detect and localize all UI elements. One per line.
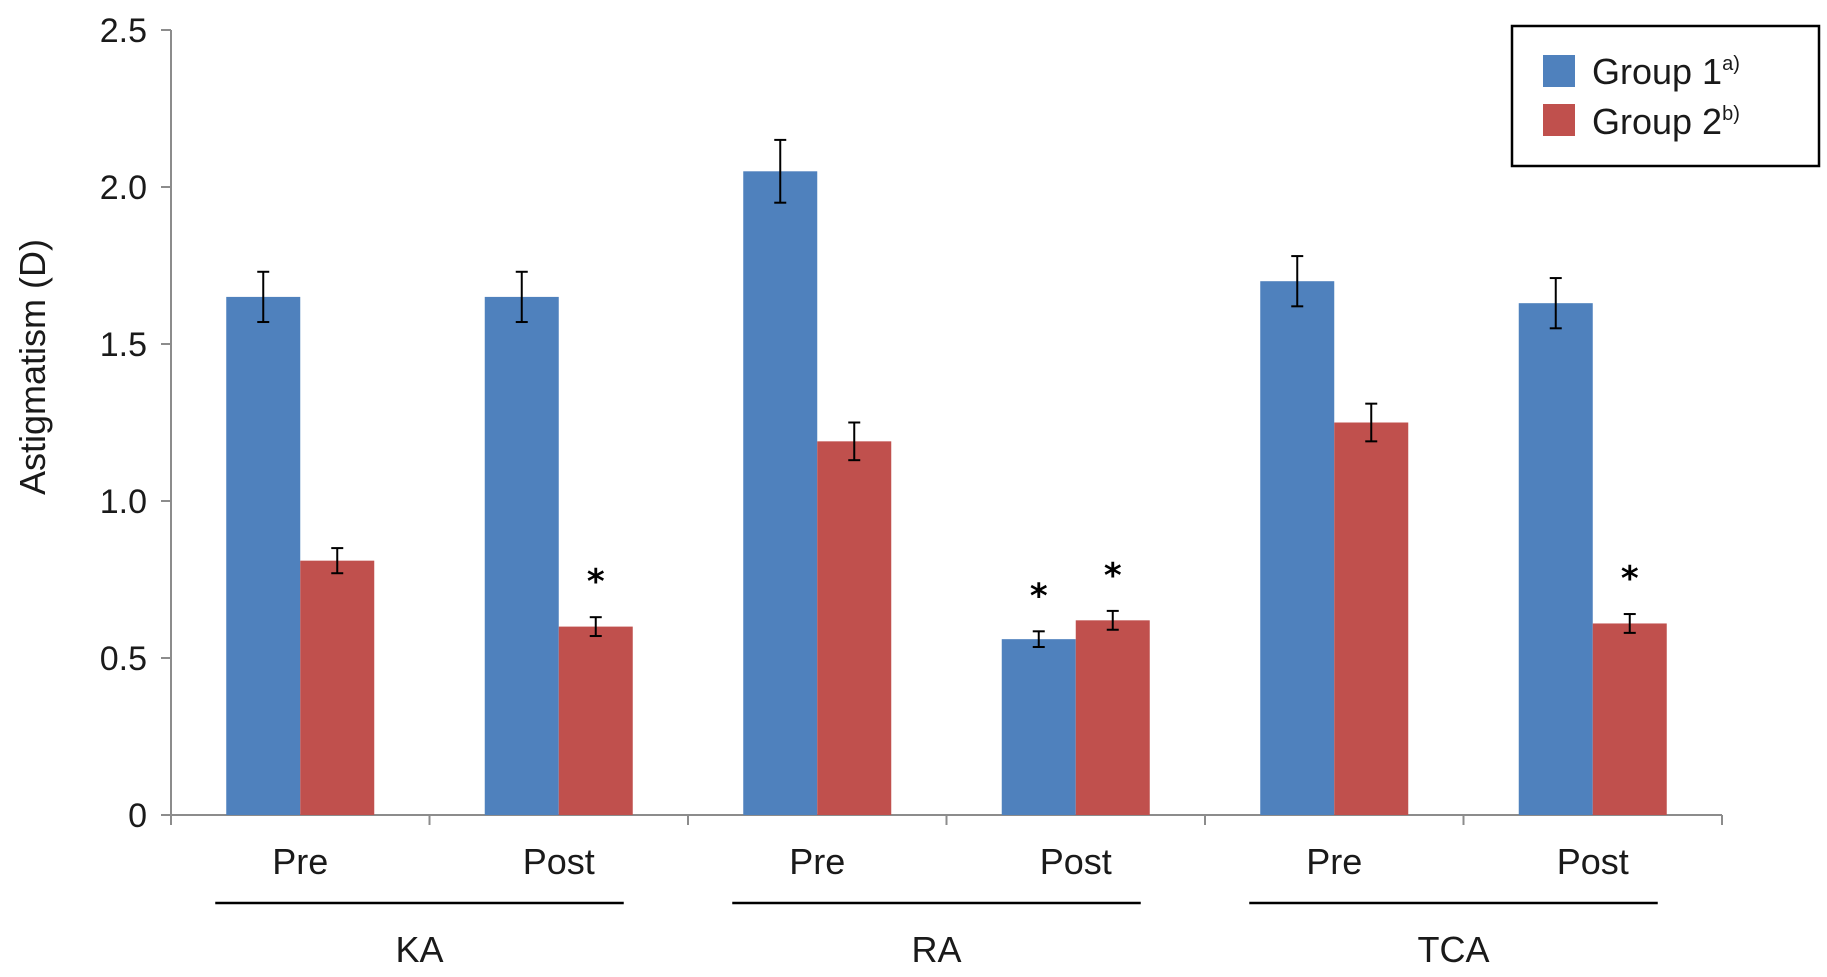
bar-group-2 [1075,620,1150,815]
group-label: KA [395,929,443,970]
group-label: RA [911,929,961,970]
x-category-label: Post [1040,841,1112,882]
significance-asterisk: * [587,562,605,602]
bar-group-1 [1001,639,1076,815]
error-bars [257,138,1636,649]
x-category-label: Pre [789,841,845,882]
bar-group-2 [300,560,375,815]
legend: Group 1a) Group 2b) [1510,24,1821,168]
significance-asterisk: * [1621,559,1639,599]
legend-label-group-1: Group 1a) [1592,51,1740,92]
bar-group-1 [484,296,559,815]
y-tick-label: 2.5 [100,12,147,50]
x-category-label: Post [1557,841,1629,882]
y-tick-label: 0 [128,797,147,835]
y-axis-title: Astigmatism (D) [12,239,53,495]
group-labels: KA RA TCA [215,901,1658,970]
significance-asterisk: * [1030,576,1048,616]
legend-label-group-2: Group 2b) [1592,101,1740,142]
legend-box [1510,24,1821,168]
y-tick-label: 2.0 [100,169,147,207]
bar-group-2 [558,626,633,815]
x-axis [170,814,1723,825]
group-label: TCA [1418,929,1490,970]
significance-asterisk: * [1104,556,1122,596]
y-tick-label: 1.5 [100,326,147,364]
legend-swatch-group-2 [1543,104,1575,136]
bar-group-1 [1260,281,1335,815]
bar-group-1 [1518,303,1593,815]
bar-group-2 [1592,623,1667,815]
x-category-label: Pre [1306,841,1362,882]
x-category-label: Pre [272,841,328,882]
bar-group-2 [817,441,892,815]
category-labels: Pre Post Pre Post Pre Post [272,841,1629,882]
bar-group-1 [226,296,301,815]
bar-group-2 [1334,422,1409,815]
x-category-label: Post [523,841,595,882]
bar-group-1 [743,171,818,816]
y-axis: 0 0.5 1.0 1.5 2.0 2.5 [100,12,172,835]
bars [226,171,1667,816]
y-tick-label: 1.0 [100,483,147,521]
y-tick-label: 0.5 [100,640,147,678]
significance-markers: * * * * [587,556,1639,616]
legend-swatch-group-1 [1543,55,1575,87]
